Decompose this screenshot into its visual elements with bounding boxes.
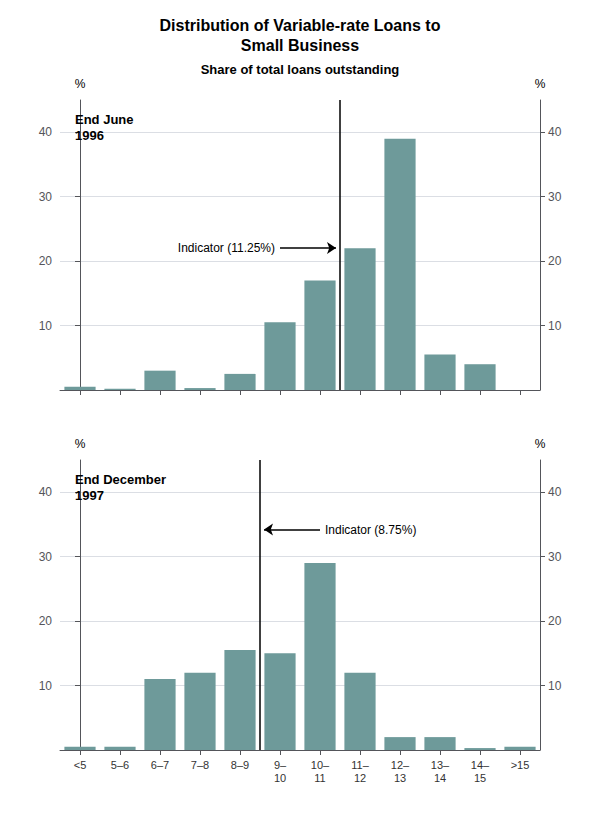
svg-text:10: 10 [548,319,562,333]
svg-text:Indicator (11.25%): Indicator (11.25%) [178,241,275,255]
svg-text:10: 10 [274,772,286,784]
svg-text:10: 10 [548,679,562,693]
svg-text:>15: >15 [511,759,530,771]
svg-text:14: 14 [434,772,446,784]
svg-text:30: 30 [39,190,53,204]
svg-text:40: 40 [548,485,562,499]
svg-text:40: 40 [39,485,53,499]
svg-text:11–: 11– [351,759,369,771]
svg-text:12: 12 [354,772,366,784]
svg-text:30: 30 [548,550,562,564]
svg-text:8–9: 8–9 [231,759,249,771]
svg-text:20: 20 [548,614,562,628]
svg-text:7–8: 7–8 [191,759,209,771]
svg-text:Distribution of Variable-rate: Distribution of Variable-rate Loans to [160,17,441,34]
svg-text:11: 11 [314,772,325,784]
svg-text:13: 13 [394,772,406,784]
svg-text:Share of total loans outstandi: Share of total loans outstanding [201,62,400,77]
svg-text:10: 10 [39,319,53,333]
svg-text:1996: 1996 [75,128,104,143]
svg-text:12–: 12– [391,759,410,771]
svg-text:<5: <5 [74,759,87,771]
svg-text:30: 30 [548,190,562,204]
svg-text:10: 10 [39,679,53,693]
svg-text:6–7: 6–7 [151,759,169,771]
svg-text:20: 20 [39,254,53,268]
svg-text:40: 40 [39,125,53,139]
svg-text:20: 20 [548,254,562,268]
svg-text:Indicator (8.75%): Indicator (8.75%) [325,523,416,537]
svg-text:Small Business: Small Business [241,37,359,54]
svg-text:9–: 9– [274,759,287,771]
svg-text:40: 40 [548,125,562,139]
svg-text:End June: End June [75,112,134,127]
svg-text:%: % [75,437,86,451]
svg-text:15: 15 [474,772,486,784]
svg-text:%: % [535,77,546,91]
svg-text:1997: 1997 [75,488,104,503]
svg-text:%: % [535,437,546,451]
svg-text:10–: 10– [311,759,330,771]
svg-text:14–: 14– [471,759,490,771]
svg-text:13–: 13– [431,759,450,771]
svg-text:30: 30 [39,550,53,564]
svg-text:5–6: 5–6 [111,759,129,771]
svg-text:End December: End December [75,472,166,487]
svg-text:%: % [75,77,86,91]
svg-text:20: 20 [39,614,53,628]
